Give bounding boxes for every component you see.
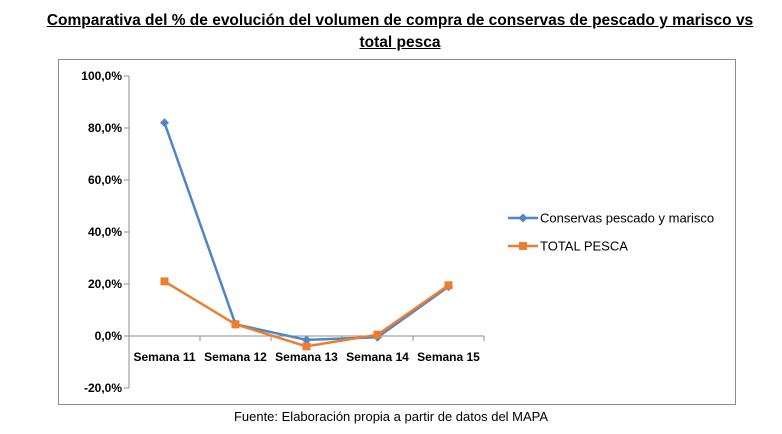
- data-point-diamond: [302, 335, 311, 345]
- chart-title: Comparativa del % de evolución del volum…: [46, 12, 754, 51]
- x-tick-label: Semana 11: [133, 350, 195, 364]
- legend-label: Conservas pescado y marisco: [540, 211, 714, 226]
- legend-label: TOTAL PESCA: [540, 239, 628, 254]
- y-tick-label: 80,0%: [88, 121, 122, 135]
- legend-swatch-marker: [519, 242, 527, 250]
- x-tick-label: Semana 14: [346, 350, 409, 364]
- y-tick-label: 100,0%: [81, 69, 122, 83]
- data-point-square: [302, 342, 311, 351]
- y-tick-label: 40,0%: [88, 225, 122, 239]
- data-point-square: [444, 281, 453, 290]
- y-tick-label: 20,0%: [88, 277, 122, 291]
- x-tick-label: Semana 15: [417, 350, 480, 364]
- x-tick-label: Semana 13: [275, 350, 338, 364]
- chart-frame: [58, 59, 736, 405]
- y-tick-label: 60,0%: [88, 173, 122, 187]
- x-tick-label: Semana 12: [204, 350, 267, 364]
- data-point-square: [231, 320, 240, 329]
- data-point-diamond: [160, 118, 169, 128]
- y-tick-label: 0,0%: [95, 329, 123, 343]
- y-tick-label: -20,0%: [84, 381, 122, 395]
- data-point-square: [160, 277, 169, 286]
- source-note: Fuente: Elaboración propia a partir de d…: [233, 409, 549, 424]
- data-point-square: [373, 330, 382, 339]
- legend-swatch-marker: [518, 213, 528, 223]
